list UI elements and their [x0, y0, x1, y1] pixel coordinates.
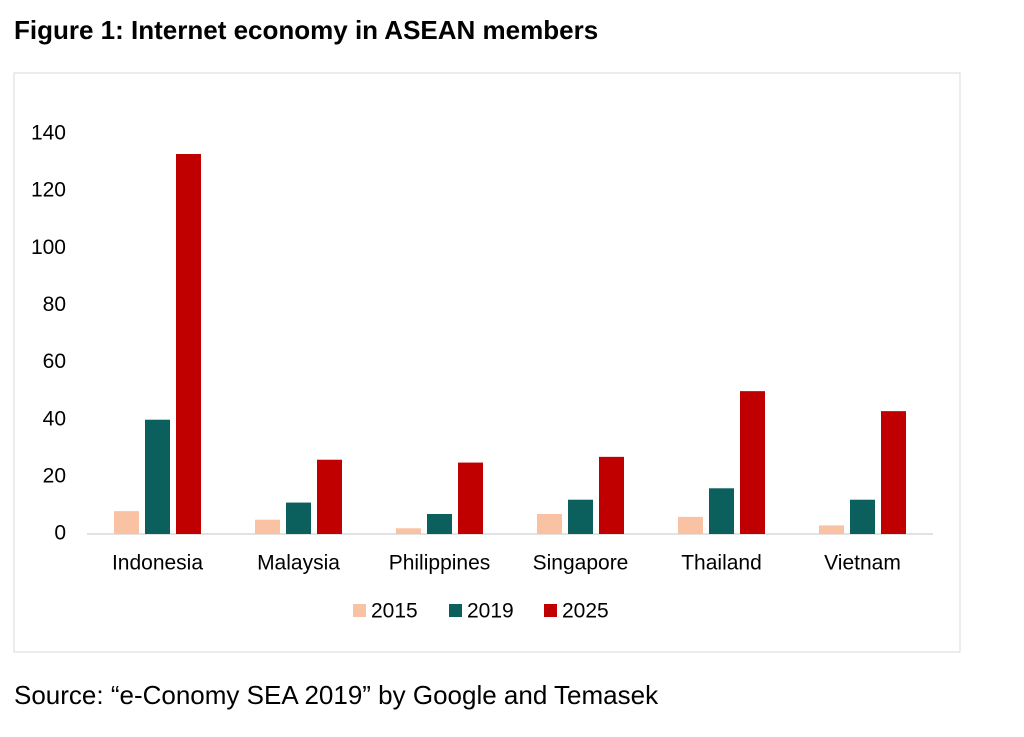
bar [537, 514, 562, 534]
bar [286, 502, 311, 534]
y-tick-label: 40 [43, 407, 66, 430]
x-tick-label: Thailand [681, 552, 762, 575]
legend-label: 2025 [562, 600, 609, 623]
bar [678, 516, 703, 534]
source-note: Source: “e-Conomy SEA 2019” by Google an… [14, 680, 659, 710]
y-tick-label: 60 [43, 350, 66, 373]
y-tick-label: 120 [31, 179, 66, 202]
bar [568, 499, 593, 534]
bar [255, 519, 280, 534]
chart-frame [13, 72, 961, 653]
bar [599, 456, 624, 534]
bar [176, 154, 201, 534]
bar [458, 462, 483, 534]
bar [740, 391, 765, 534]
legend-swatch [449, 604, 462, 617]
y-tick-label: 20 [43, 464, 66, 487]
chart-title: Figure 1: Internet economy in ASEAN memb… [14, 15, 598, 45]
bar [819, 525, 844, 534]
bar [145, 419, 170, 534]
x-tick-label: Singapore [533, 552, 629, 575]
bar [881, 411, 906, 534]
bar [709, 488, 734, 534]
bar [114, 511, 139, 534]
y-tick-label: 140 [31, 122, 66, 145]
bar [317, 459, 342, 534]
x-tick-label: Indonesia [112, 552, 203, 575]
legend-swatch [353, 604, 366, 617]
x-tick-label: Philippines [389, 552, 491, 575]
legend-label: 2015 [371, 600, 418, 623]
legend-swatch [544, 604, 557, 617]
bar [427, 514, 452, 534]
y-tick-label: 0 [54, 522, 66, 545]
x-tick-label: Vietnam [824, 552, 901, 575]
y-tick-label: 80 [43, 293, 66, 316]
x-tick-label: Malaysia [257, 552, 340, 575]
legend-label: 2019 [467, 600, 514, 623]
y-tick-label: 100 [31, 236, 66, 259]
bar [850, 499, 875, 534]
bar [396, 528, 421, 534]
